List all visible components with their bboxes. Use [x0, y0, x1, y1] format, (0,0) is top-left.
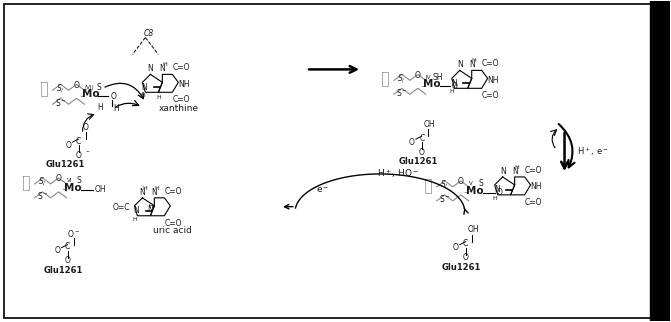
Text: NH: NH — [488, 76, 499, 85]
Text: O: O — [66, 141, 72, 150]
Text: C=O: C=O — [164, 187, 182, 196]
Text: Glu1261: Glu1261 — [46, 160, 85, 169]
Text: O: O — [74, 81, 79, 90]
Text: O: O — [452, 82, 458, 91]
Text: N: N — [148, 205, 153, 214]
Text: O: O — [419, 147, 425, 156]
Text: e$^-$: e$^-$ — [316, 185, 329, 195]
Text: N: N — [512, 167, 517, 176]
Text: S$^-$: S$^-$ — [37, 190, 48, 201]
Text: O: O — [453, 243, 459, 252]
Text: H: H — [97, 103, 103, 112]
Text: N: N — [142, 83, 147, 92]
Text: S$^-$: S$^-$ — [439, 193, 451, 204]
Text: O: O — [497, 188, 503, 197]
Text: C: C — [419, 134, 425, 143]
Text: NH: NH — [178, 80, 190, 89]
Bar — [650, 1, 670, 321]
Text: O: O — [415, 71, 421, 80]
Text: C: C — [76, 137, 81, 146]
Text: C=O: C=O — [172, 95, 190, 104]
Text: N: N — [494, 185, 499, 194]
Text: H: H — [471, 58, 476, 63]
Text: N: N — [469, 61, 474, 70]
Text: Glu1261: Glu1261 — [44, 266, 83, 275]
Text: O: O — [76, 150, 81, 159]
Text: C=O: C=O — [525, 166, 542, 175]
Text: O: O — [83, 123, 89, 132]
Text: Mo: Mo — [82, 89, 99, 99]
Text: H: H — [156, 95, 161, 100]
Text: O: O — [64, 256, 70, 265]
Text: S$_/$: S$_/$ — [397, 72, 406, 85]
Text: ..: .. — [464, 186, 468, 195]
Text: O: O — [56, 175, 62, 184]
Text: H: H — [514, 165, 519, 170]
Text: O: O — [111, 92, 116, 101]
Text: N: N — [457, 61, 462, 70]
Text: H: H — [132, 217, 137, 222]
Text: O: O — [409, 137, 415, 147]
Text: Mo: Mo — [466, 186, 484, 196]
Text: uric acid: uric acid — [153, 226, 192, 235]
Text: H: H — [148, 204, 153, 209]
Text: N: N — [500, 167, 505, 176]
Text: (VI): (VI) — [85, 85, 94, 90]
Text: N: N — [148, 64, 153, 73]
Text: ..: .. — [61, 184, 66, 192]
Text: H: H — [162, 62, 166, 67]
Text: S$_/$: S$_/$ — [38, 175, 47, 188]
Text: C=O: C=O — [482, 59, 499, 68]
Text: O=C: O=C — [113, 203, 130, 212]
Text: H: H — [142, 186, 147, 191]
Text: NH: NH — [531, 182, 542, 191]
Text: xanthine: xanthine — [158, 104, 199, 113]
Text: H: H — [493, 196, 497, 201]
Text: S$_/$: S$_/$ — [56, 82, 65, 95]
Text: H: H — [450, 89, 454, 94]
Text: ..: .. — [421, 80, 425, 89]
Text: C=O: C=O — [172, 63, 190, 72]
Text: C=O: C=O — [164, 219, 182, 228]
Text: C=O: C=O — [482, 91, 499, 100]
Text: OH: OH — [468, 225, 480, 234]
Text: H$^+$, e$^-$: H$^+$, e$^-$ — [578, 146, 609, 158]
Text: S: S — [478, 179, 483, 188]
Text: N: N — [451, 79, 457, 88]
Text: S$_/$: S$_/$ — [440, 178, 449, 191]
Text: H: H — [140, 93, 145, 98]
Text: IV: IV — [426, 75, 431, 80]
Text: S: S — [76, 176, 81, 185]
Text: ..: .. — [79, 90, 84, 99]
Text: Glu1261: Glu1261 — [398, 157, 437, 166]
Text: S$^-$: S$^-$ — [396, 87, 408, 98]
Text: S$^-$: S$^-$ — [54, 97, 66, 108]
Text: SH: SH — [433, 73, 443, 82]
Text: OH: OH — [95, 185, 106, 194]
Text: $^-$: $^-$ — [85, 149, 91, 155]
Text: N: N — [160, 64, 165, 73]
Text: N: N — [152, 188, 157, 197]
Text: O$^-$: O$^-$ — [67, 228, 80, 239]
Text: H: H — [154, 186, 159, 191]
Text: O: O — [458, 177, 464, 186]
Text: C: C — [65, 242, 70, 251]
Text: H: H — [113, 104, 119, 113]
Text: H$^+$, HO$^-$: H$^+$, HO$^-$ — [376, 167, 419, 180]
Text: Glu1261: Glu1261 — [442, 263, 481, 272]
Text: VI: VI — [66, 178, 72, 184]
Text: C=O: C=O — [525, 198, 542, 207]
Text: O: O — [54, 246, 60, 255]
Text: C: C — [463, 239, 468, 248]
Text: N: N — [134, 206, 140, 215]
Text: OH: OH — [424, 120, 435, 129]
Text: N: N — [140, 188, 146, 197]
Text: V: V — [469, 181, 472, 186]
Text: Mo: Mo — [423, 79, 441, 89]
Text: O: O — [463, 253, 468, 262]
Text: C8: C8 — [144, 29, 154, 38]
Text: Mo: Mo — [64, 183, 81, 193]
Text: S: S — [96, 83, 101, 92]
